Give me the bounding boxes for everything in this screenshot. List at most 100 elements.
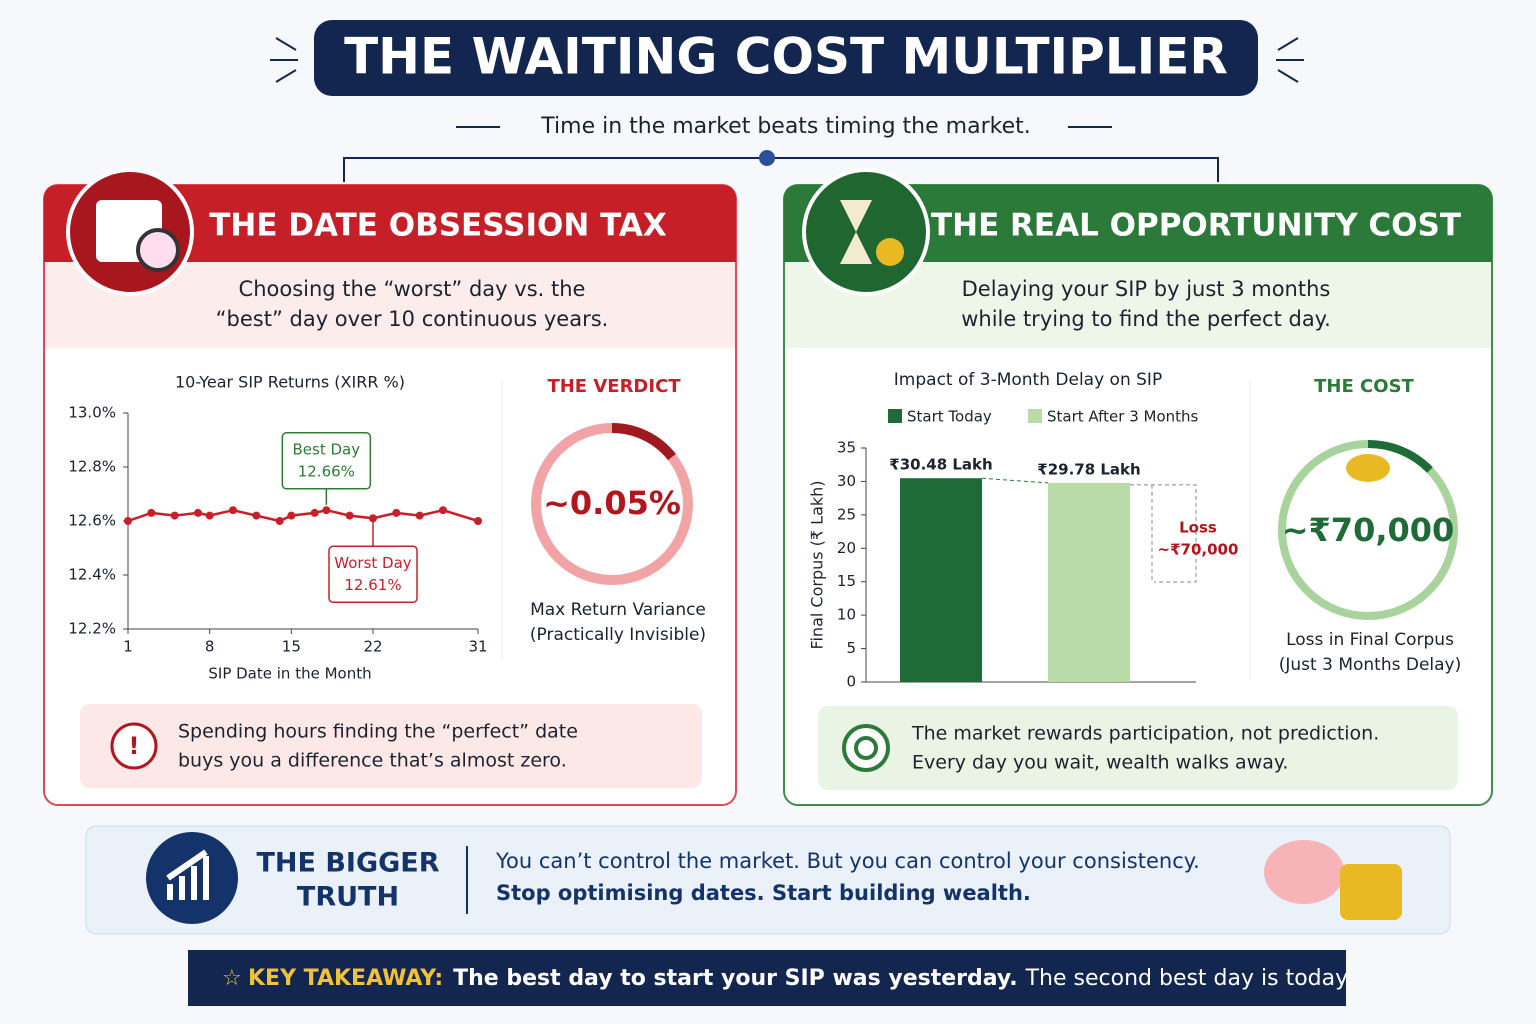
y-tick-label: 30: [837, 472, 856, 490]
data-point: [194, 508, 202, 517]
magnifier: [136, 228, 180, 272]
hourglass-icon: [802, 168, 930, 296]
data-point: [392, 508, 401, 517]
piggy-bank: [1264, 840, 1344, 904]
right-heading: THE REAL OPPORTUNITY COST: [931, 208, 1461, 244]
data-point: [229, 506, 237, 515]
data-point: [287, 511, 296, 520]
left-header: [44, 185, 736, 262]
right-header: [784, 185, 1492, 262]
x-tick-label: 31: [468, 638, 487, 656]
truth-box: [85, 825, 1451, 935]
truth-title: THE BIGGER: [256, 848, 439, 879]
coins: [876, 238, 904, 266]
x-tick-label: 8: [205, 638, 215, 656]
cost-arc: [1367, 439, 1433, 473]
y-tick-label: 10: [837, 606, 856, 624]
right-desc: while trying to find the perfect day.: [961, 307, 1331, 331]
callout-label: Best Day: [293, 440, 361, 458]
cost-caption: (Just 3 Months Delay): [1279, 655, 1462, 675]
data-point: [205, 511, 214, 520]
x-tick-label: 15: [282, 638, 301, 656]
callout-box: [328, 545, 418, 604]
left-desc: “best” day over 10 continuous years.: [216, 307, 609, 331]
coin-stack: [1340, 864, 1402, 920]
data-point: [252, 511, 261, 520]
cost-title: THE COST: [1314, 376, 1414, 397]
bar: [1048, 482, 1130, 682]
y-tick-label: 12.6%: [68, 512, 116, 530]
truth-line: Stop optimising dates. Start building we…: [496, 881, 1031, 905]
coin-stack: [1346, 454, 1390, 482]
data-point: [322, 506, 331, 515]
legend-label: Start After 3 Months: [1047, 408, 1199, 426]
cost-value: ~₹70,000: [1282, 511, 1455, 549]
cost-caption: Loss in Final Corpus: [1286, 630, 1454, 650]
right-note: Every day you wait, wealth walks away.: [912, 752, 1288, 774]
y-tick-label: 13.0%: [68, 404, 116, 422]
left-note: buys you a difference that’s almost zero…: [178, 750, 567, 772]
y-tick-label: 12.4%: [68, 566, 116, 584]
data-point: [345, 511, 354, 520]
subtitle: Time in the market beats timing the mark…: [540, 114, 1030, 139]
callout-value: 12.61%: [344, 576, 401, 594]
y-tick-label: 25: [837, 505, 856, 523]
value-label: ₹30.48 Lakh: [889, 456, 992, 474]
connector-dot: [759, 150, 775, 166]
y-axis-label: Final Corpus (₹ Lakh): [808, 480, 827, 649]
chart-title: Impact of 3-Month Delay on SIP: [894, 370, 1162, 390]
verdict-arc: [611, 422, 676, 461]
title-decor: [270, 37, 1304, 182]
hourglass: [840, 200, 872, 264]
left-heading: THE DATE OBSESSION TAX: [209, 208, 667, 244]
legend-swatch: [1028, 409, 1042, 423]
verdict-title: THE VERDICT: [547, 376, 681, 397]
y-tick-label: 35: [837, 439, 856, 457]
star: ☆: [222, 966, 242, 991]
verdict-caption: (Practically Invisible): [530, 625, 706, 645]
left-note: Spending hours finding the “perfect” dat…: [178, 721, 578, 743]
y-tick-label: 20: [837, 539, 856, 557]
left-desc: Choosing the “worst” day vs. the: [239, 277, 586, 301]
takeaway-label: KEY TAKEAWAY:: [248, 966, 443, 991]
takeaway-bold: The best day to start your SIP was yeste…: [453, 966, 1017, 991]
loss-label: Loss: [1179, 519, 1217, 537]
loss-label: ~₹70,000: [1158, 541, 1239, 559]
data-point: [415, 511, 424, 520]
data-point: [474, 517, 482, 525]
x-axis-label: SIP Date in the Month: [208, 665, 371, 683]
data-point: [275, 517, 284, 525]
alert-mark: !: [129, 732, 140, 760]
chart-title: 10-Year SIP Returns (XIRR %): [175, 373, 405, 392]
page-title: THE WAITING COST MULTIPLIER: [344, 28, 1228, 86]
y-tick-label: 12.8%: [68, 458, 116, 476]
alert-icon: [110, 722, 158, 770]
y-tick-label: 15: [837, 572, 856, 590]
x-tick-label: 1: [123, 638, 133, 656]
bar: [900, 478, 982, 682]
legend-label: Start Today: [907, 408, 992, 426]
data-point: [310, 508, 319, 517]
y-tick-label: 0: [846, 673, 856, 691]
loss-bracket: [1130, 484, 1197, 583]
left-note-box: [80, 704, 702, 788]
value-label: ₹29.78 Lakh: [1037, 460, 1140, 478]
target-icon: [842, 724, 890, 772]
y-tick-label: 5: [846, 639, 856, 657]
callout-value: 12.66%: [298, 462, 355, 480]
truth-title: TRUTH: [297, 882, 399, 913]
callout-box: [281, 432, 372, 490]
verdict-value: ~0.05%: [543, 484, 681, 522]
callout-label: Worst Day: [334, 554, 412, 572]
x-tick-label: 22: [363, 638, 382, 656]
data-point: [439, 506, 447, 515]
right-note: The market rewards participation, not pr…: [911, 723, 1379, 745]
target-ring: [854, 736, 878, 760]
takeaway-rest: The second best day is today.: [1025, 966, 1352, 991]
takeaway-banner: [188, 950, 1346, 1006]
verdict-caption: Max Return Variance: [530, 600, 706, 620]
right-note-box: [818, 706, 1458, 790]
growth-bars: [166, 849, 209, 900]
